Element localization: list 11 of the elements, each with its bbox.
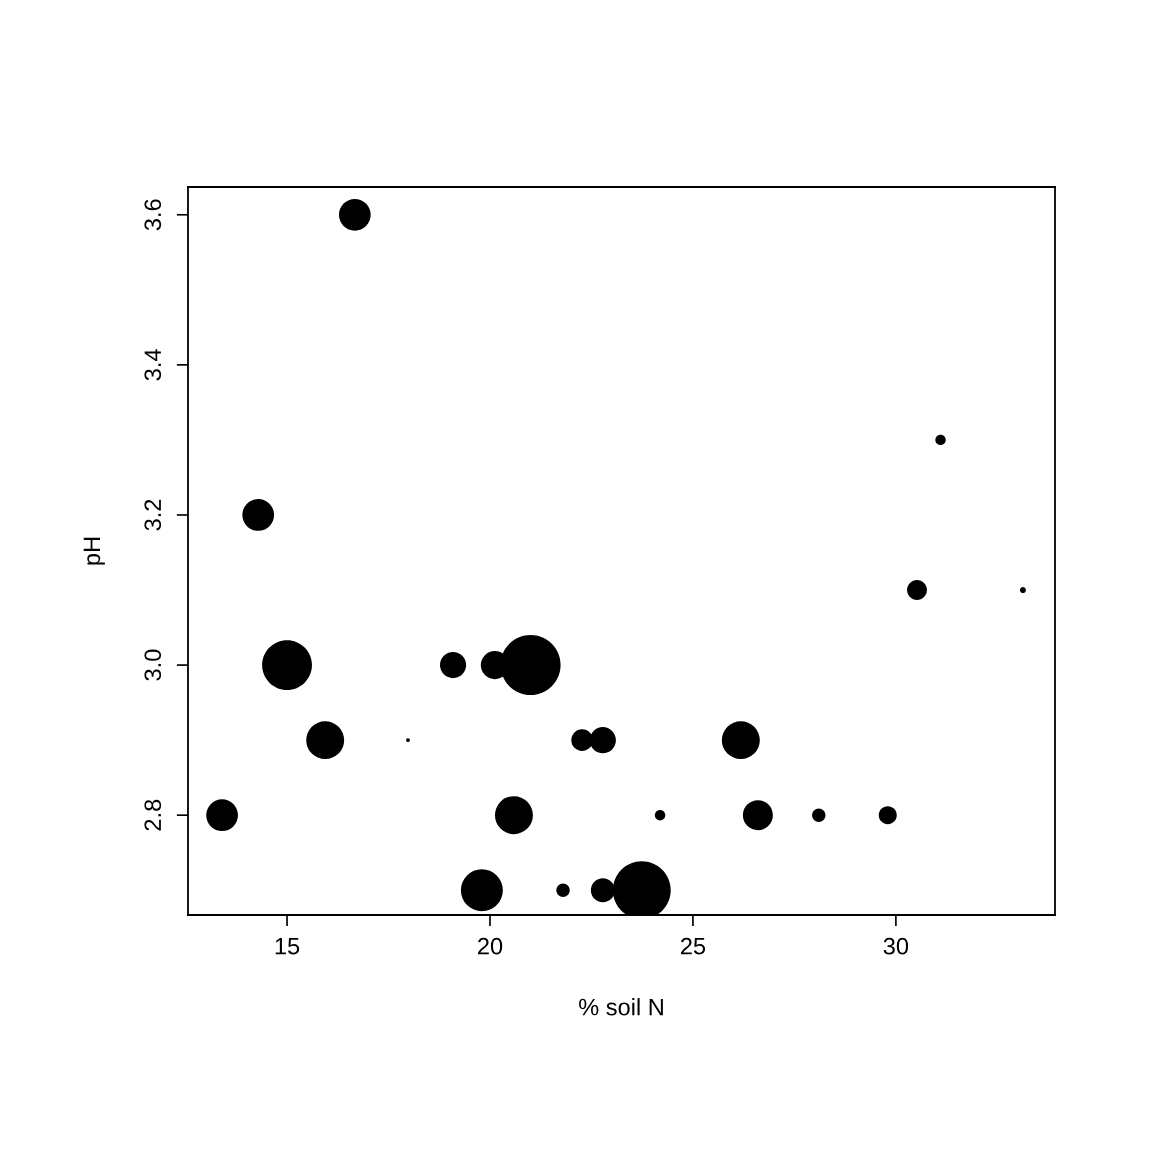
y-tick-label: 3.0	[144, 649, 162, 681]
y-tick-label: 2.8	[144, 799, 162, 831]
x-tick-label: 30	[883, 937, 909, 955]
x-tick-label: 15	[275, 938, 300, 955]
y-tick-label: 3.6	[144, 199, 162, 231]
y-axis-title: pH	[83, 537, 105, 565]
x-tick-label: 20	[478, 937, 503, 955]
y-tick-label: 3.2	[144, 499, 162, 531]
y-tick-label: 3.4	[144, 349, 162, 381]
x-tick-label: 25	[681, 937, 706, 955]
x-axis-title: % soil N	[579, 998, 663, 1016]
